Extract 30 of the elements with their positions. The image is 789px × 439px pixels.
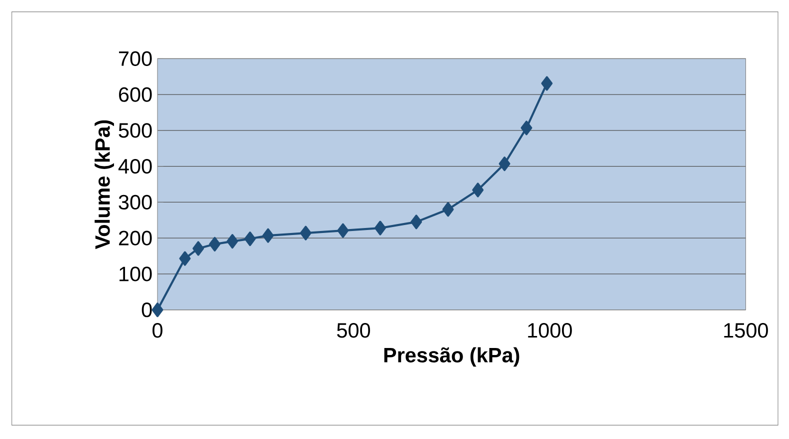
point [498,156,510,172]
y-tick-label: 100 [120,266,152,282]
point [192,241,204,256]
point [374,220,386,236]
x-tick-label: 1000 [528,323,572,338]
y-tick-label: 500 [118,123,152,138]
point [337,223,349,238]
y-tick-label: 600 [119,87,152,102]
point [472,182,484,198]
y-tick-label: 200 [119,230,152,246]
point [152,302,164,318]
y-tick-label: 0 [142,302,152,318]
point [541,76,553,91]
x-tick-label: 1500 [724,323,768,338]
x-tick-label: 500 [337,323,370,338]
y-tick-label: 300 [118,194,152,210]
point [244,232,256,246]
point [410,214,422,230]
point [300,226,312,240]
point [442,202,454,217]
x-axis-title: Pressão (kPa) [384,347,520,367]
point [520,120,532,136]
y-axis-title: Volume (kPa) [94,120,114,250]
point [179,251,191,266]
y-tick-label: 700 [119,51,152,66]
point [262,228,274,243]
point [226,234,238,249]
x-tick-label: 0 [152,323,162,338]
y-tick-label: 400 [118,158,152,174]
point [209,236,220,252]
